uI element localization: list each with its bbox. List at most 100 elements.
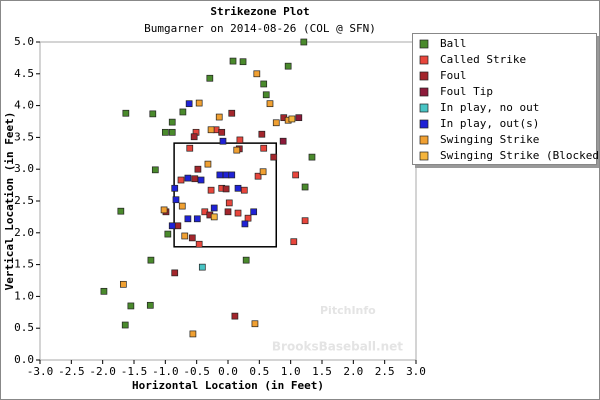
point	[253, 70, 261, 78]
point	[177, 176, 185, 184]
point	[178, 202, 186, 210]
point	[279, 137, 287, 145]
y-tick-label: 2.0	[14, 226, 34, 239]
point	[168, 128, 176, 136]
legend-swatch	[419, 39, 429, 49]
point	[241, 220, 249, 228]
point	[301, 183, 309, 191]
x-tick-label: -3.0	[27, 365, 54, 378]
point	[222, 171, 230, 179]
point	[225, 199, 233, 207]
point	[197, 176, 205, 184]
point	[236, 136, 244, 144]
point	[262, 91, 270, 99]
point	[164, 230, 172, 238]
point	[117, 207, 125, 215]
point	[121, 321, 129, 329]
x-tick-label: 1.0	[281, 365, 301, 378]
point	[270, 153, 278, 161]
point	[210, 213, 218, 221]
y-tick-label: 4.5	[14, 67, 34, 80]
x-tick-label: -1.5	[121, 365, 148, 378]
chart-subtitle: Bumgarner on 2014-08-26 (COL @ SFN)	[144, 22, 376, 35]
point	[147, 256, 155, 264]
legend-swatch	[419, 103, 429, 113]
legend-label: Swinging Strike	[440, 133, 539, 146]
y-axis-label: Vertical Location (in Feet)	[3, 112, 16, 291]
legend-box	[412, 33, 597, 165]
legend-label: Foul	[440, 69, 467, 82]
point	[231, 312, 239, 320]
legend-swatch	[419, 135, 429, 145]
point	[206, 74, 214, 82]
point	[224, 208, 232, 216]
point	[171, 269, 179, 277]
point	[100, 287, 108, 295]
point	[250, 208, 258, 216]
point	[149, 110, 157, 118]
point	[189, 330, 197, 338]
x-tick-label: 0.0	[218, 365, 238, 378]
point	[119, 280, 127, 288]
point	[233, 146, 241, 154]
legend-swatch	[419, 87, 429, 97]
point	[181, 232, 189, 240]
point	[171, 184, 179, 192]
point	[151, 166, 159, 174]
point	[179, 108, 187, 116]
x-tick-label: -2.5	[58, 365, 85, 378]
point	[184, 174, 192, 182]
point	[219, 137, 227, 145]
point	[146, 301, 154, 309]
point	[284, 62, 292, 70]
point	[300, 38, 308, 46]
point	[301, 217, 309, 225]
y-tick-label: 1.5	[14, 258, 34, 271]
y-tick-label: 1.0	[14, 289, 34, 302]
point	[251, 320, 259, 328]
point	[184, 215, 192, 223]
point	[193, 215, 201, 223]
x-tick-label: 2.5	[375, 365, 395, 378]
point	[308, 153, 316, 161]
point	[191, 175, 199, 183]
point	[222, 185, 230, 193]
point	[228, 109, 236, 117]
legend-label: In play, no out	[440, 101, 539, 114]
point	[194, 165, 202, 173]
point	[122, 109, 130, 117]
point	[207, 126, 215, 134]
legend-label: Swinging Strike (Blocked)	[440, 149, 600, 162]
x-tick-label: -2.0	[89, 365, 116, 378]
point	[215, 113, 223, 121]
y-tick-label: 3.0	[14, 162, 34, 175]
legend-label: In play, out(s)	[440, 117, 539, 130]
point	[204, 160, 212, 168]
point	[127, 302, 135, 310]
point	[234, 209, 242, 217]
point	[174, 222, 182, 230]
point	[186, 144, 194, 152]
point	[198, 263, 206, 271]
point	[259, 168, 267, 176]
point	[240, 186, 248, 194]
point	[260, 144, 268, 152]
point	[188, 234, 196, 242]
x-tick-label: 0.5	[249, 365, 269, 378]
point	[258, 130, 266, 138]
y-tick-label: 0.5	[14, 321, 34, 334]
point	[260, 80, 268, 88]
point	[288, 115, 296, 123]
x-tick-label: 2.0	[343, 365, 363, 378]
point	[185, 100, 193, 108]
point	[244, 214, 252, 222]
y-tick-label: 0.0	[14, 353, 34, 366]
legend-label: Ball	[440, 37, 467, 50]
point	[160, 206, 168, 214]
point	[210, 204, 218, 212]
point	[172, 196, 180, 204]
point	[228, 171, 236, 179]
point	[292, 171, 300, 179]
point	[254, 172, 262, 180]
